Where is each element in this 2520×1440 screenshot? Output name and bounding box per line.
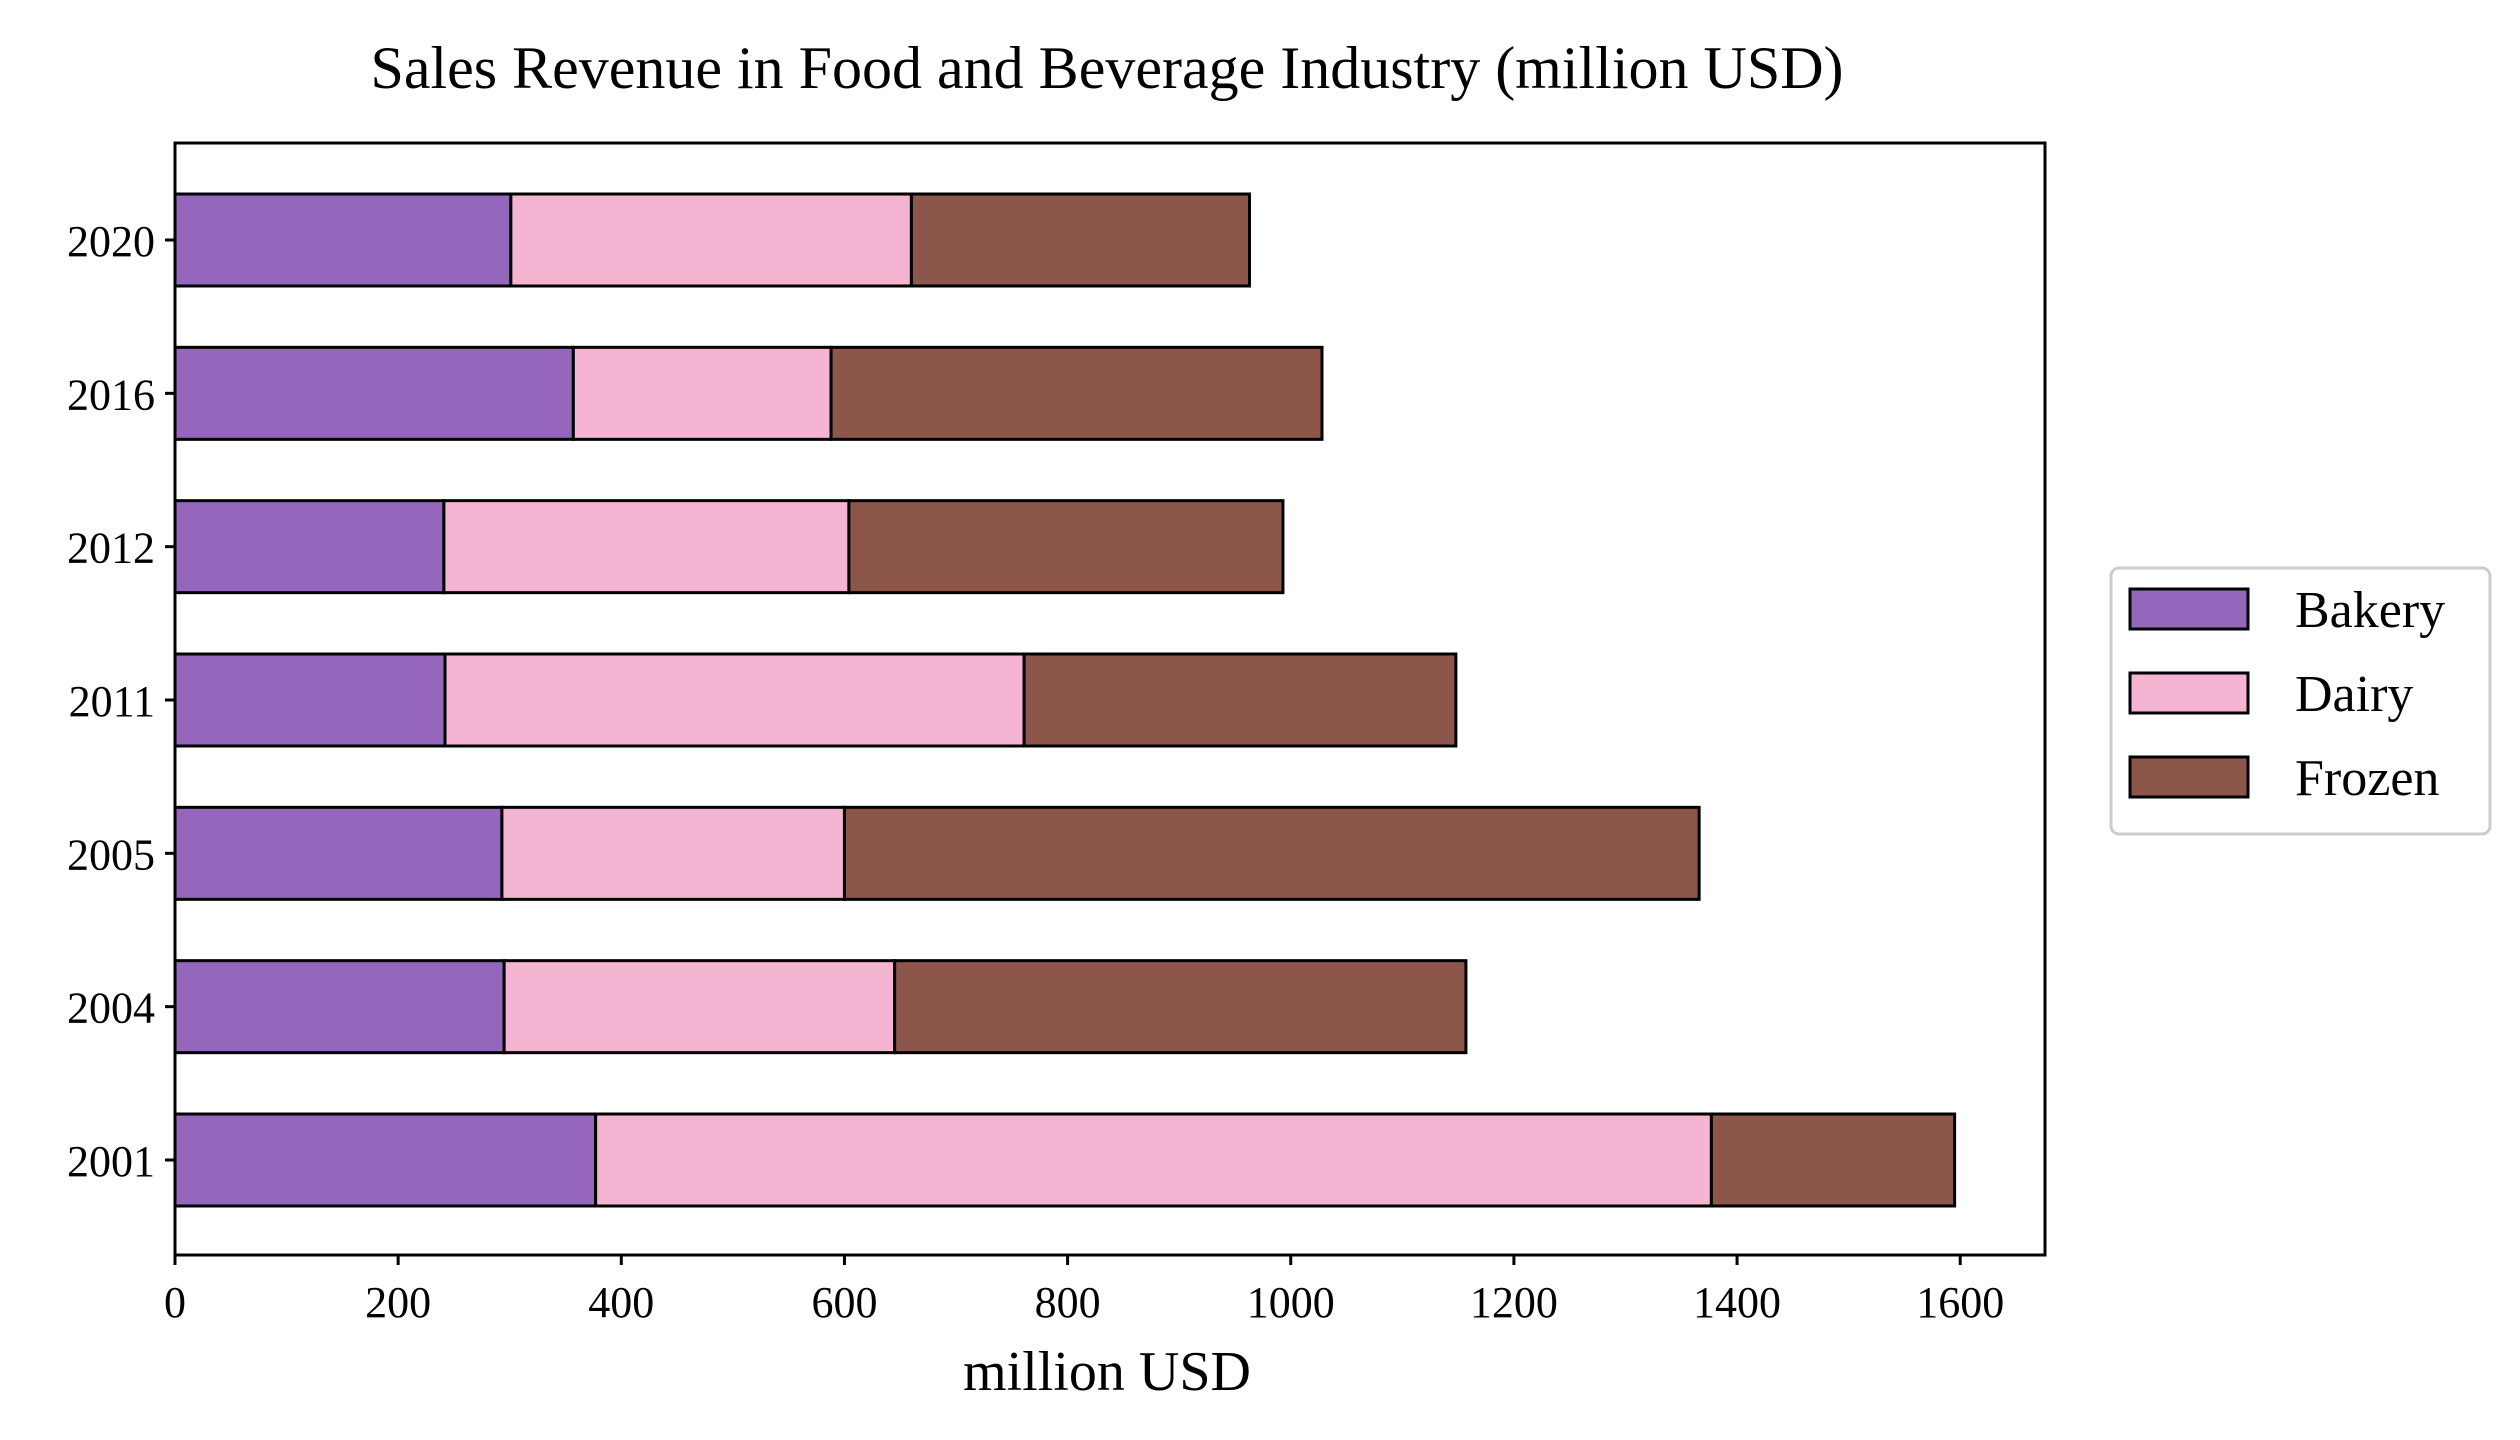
- bar-bakery-2001: [173, 1112, 598, 1208]
- x-tick-label-800: 800: [1035, 1278, 1101, 1327]
- legend: Bakery Dairy Frozen: [2109, 566, 2492, 836]
- legend-swatch-bakery: [2128, 587, 2250, 631]
- y-tick-label-2020: 2020: [67, 217, 155, 266]
- y-tick-label-2011: 2011: [69, 677, 155, 726]
- legend-label-dairy: Dairy: [2295, 666, 2413, 723]
- bar-dairy-2016: [571, 345, 833, 441]
- x-tick-label-600: 600: [811, 1278, 877, 1327]
- x-tick-label-1200: 1200: [1470, 1278, 1558, 1327]
- x-axis-label: million USD: [963, 1341, 1251, 1403]
- bar-frozen-2001: [1709, 1112, 1957, 1208]
- plot-frame: [173, 141, 2047, 1257]
- bar-bakery-2004: [173, 959, 506, 1055]
- y-tick-label-2001: 2001: [67, 1137, 155, 1186]
- y-tick-label-2016: 2016: [67, 370, 155, 419]
- bar-dairy-2005: [500, 805, 846, 901]
- x-tick-label-200: 200: [365, 1278, 431, 1327]
- legend-label-frozen: Frozen: [2295, 750, 2439, 807]
- y-tick-label-2005: 2005: [67, 830, 155, 879]
- legend-items: Bakery Dairy Frozen: [2128, 582, 2445, 807]
- bar-bakery-2016: [173, 345, 575, 441]
- bars-layer: [173, 192, 1957, 1208]
- bar-dairy-2011: [443, 652, 1026, 748]
- x-tick-label-1000: 1000: [1247, 1278, 1335, 1327]
- x-tick-label-0: 0: [164, 1278, 186, 1327]
- bar-frozen-2005: [842, 805, 1701, 901]
- bar-bakery-2005: [173, 805, 504, 901]
- y-axis-ticks: 2001 2004 2005 2011 2012 2016 2020: [67, 217, 175, 1186]
- bar-bakery-2012: [173, 499, 446, 595]
- bar-frozen-2012: [847, 499, 1285, 595]
- bar-bakery-2011: [173, 652, 447, 748]
- y-tick-label-2012: 2012: [67, 524, 155, 573]
- bar-frozen-2011: [1022, 652, 1458, 748]
- bar-frozen-2004: [893, 959, 1468, 1055]
- legend-swatch-frozen: [2128, 755, 2250, 799]
- bar-dairy-2012: [442, 499, 851, 595]
- bar-dairy-2020: [509, 192, 913, 288]
- y-tick-label-2004: 2004: [67, 984, 155, 1033]
- bar-frozen-2020: [909, 192, 1251, 288]
- x-tick-label-1400: 1400: [1693, 1278, 1781, 1327]
- bar-bakery-2020: [173, 192, 513, 288]
- x-tick-label-1600: 1600: [1916, 1278, 2004, 1327]
- chart-title: Sales Revenue in Food and Beverage Indus…: [370, 35, 1843, 101]
- bar-dairy-2004: [502, 959, 897, 1055]
- bar-dairy-2001: [594, 1112, 1713, 1208]
- x-tick-label-400: 400: [588, 1278, 654, 1327]
- x-axis-ticks: 0 200 400 600 800 1000 1200 1400 1600: [164, 1255, 2004, 1327]
- legend-swatch-dairy: [2128, 671, 2250, 715]
- bar-frozen-2016: [829, 345, 1324, 441]
- legend-label-bakery: Bakery: [2295, 582, 2445, 639]
